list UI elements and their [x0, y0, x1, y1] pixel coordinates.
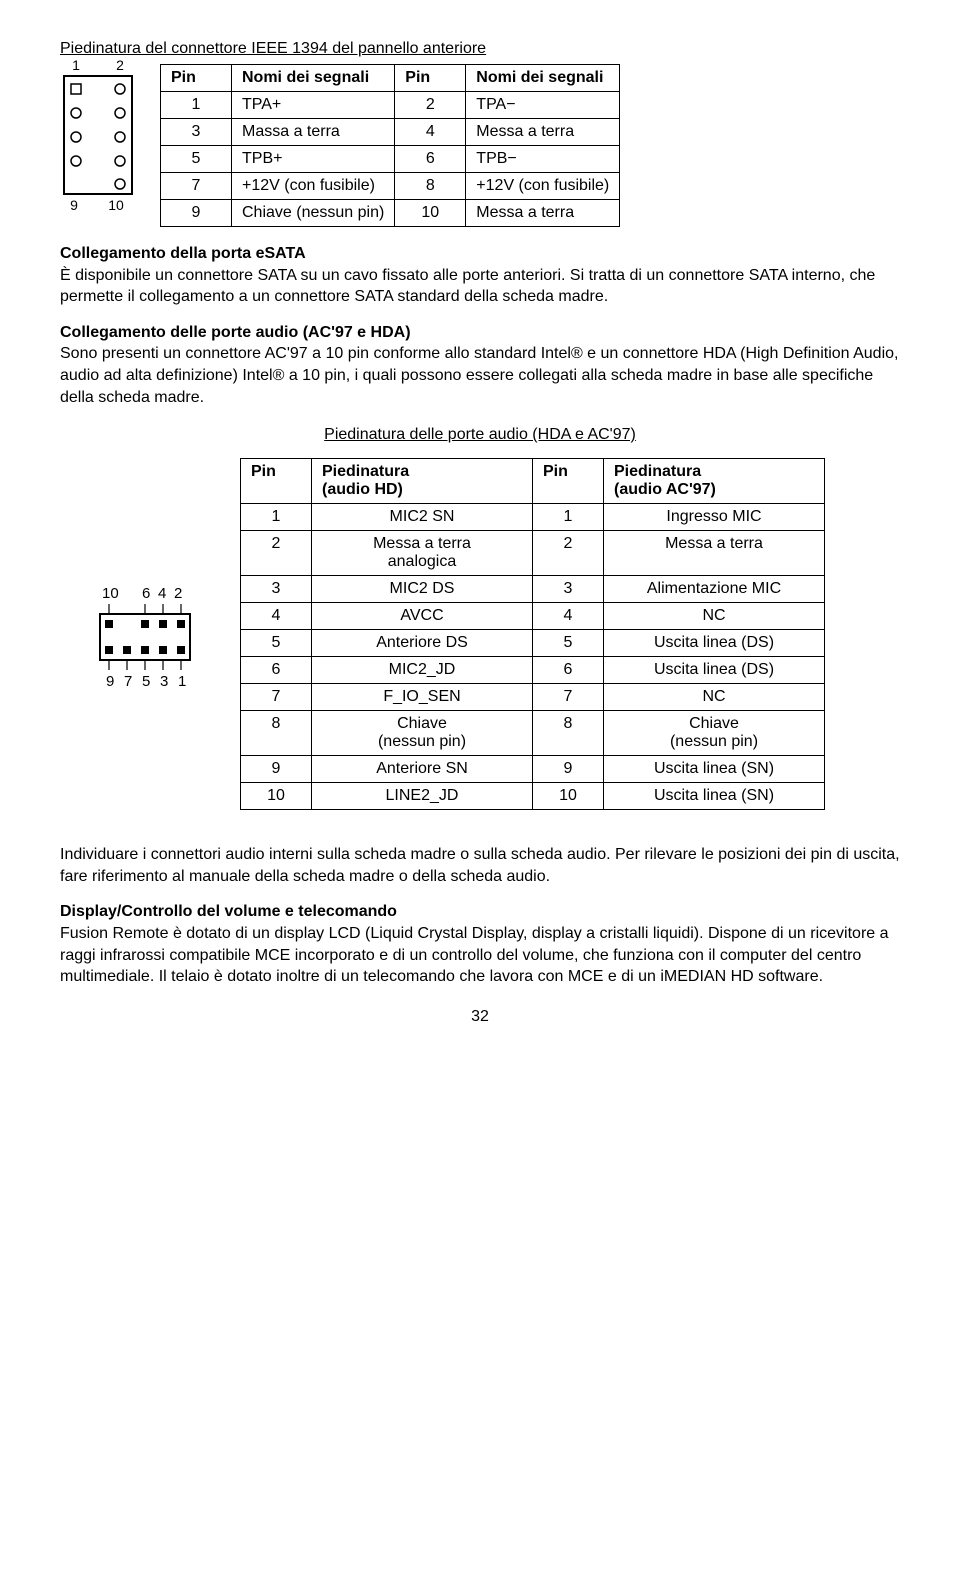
pin-label: 6: [142, 585, 150, 602]
table-ieee1394-pinout: PinNomi dei segnaliPinNomi dei segnali1T…: [160, 64, 620, 227]
section-esata: Collegamento della porta eSATA È disponi…: [60, 243, 900, 308]
esata-title: Collegamento della porta eSATA: [60, 245, 306, 262]
display-body: Fusion Remote è dotato di un display LCD…: [60, 925, 889, 985]
pin-label: 4: [158, 585, 166, 602]
pin-label: 10: [108, 197, 124, 213]
audio-body: Sono presenti un connettore AC'97 a 10 p…: [60, 345, 898, 405]
pin-label: 1: [178, 673, 186, 690]
pin-label: 2: [116, 58, 124, 73]
pin-label: 10: [102, 585, 119, 602]
page-number: 32: [60, 1008, 900, 1026]
pin-label: 1: [72, 58, 80, 73]
pin-label: 5: [142, 673, 150, 690]
heading-audio-pinout: Piedinatura delle porte audio (HDA e AC'…: [60, 426, 900, 444]
pin-label: 9: [70, 197, 78, 213]
section-audio: Collegamento delle porte audio (AC'97 e …: [60, 322, 900, 408]
section-display-volume: Display/Controllo del volume e telecoman…: [60, 901, 900, 987]
audio-title: Collegamento delle porte audio (AC'97 e …: [60, 324, 411, 341]
heading-ieee1394: Piedinatura del connettore IEEE 1394 del…: [60, 40, 900, 58]
diagram-ieee1394-connector: 1 2 9 10: [60, 58, 136, 219]
esata-body: È disponibile un connettore SATA su un c…: [60, 267, 875, 306]
audio-note: Individuare i connettori audio interni s…: [60, 844, 900, 887]
display-title: Display/Controllo del volume e telecoman…: [60, 903, 397, 920]
pin-label: 2: [174, 585, 182, 602]
pin-label: 9: [106, 673, 114, 690]
diagram-audio-connector: 10 6 4 2: [90, 582, 200, 697]
pin-label: 3: [160, 673, 168, 690]
pin-label: 7: [124, 673, 132, 690]
table-audio-pinout: PinPiedinatura(audio HD)PinPiedinatura(a…: [240, 458, 825, 810]
